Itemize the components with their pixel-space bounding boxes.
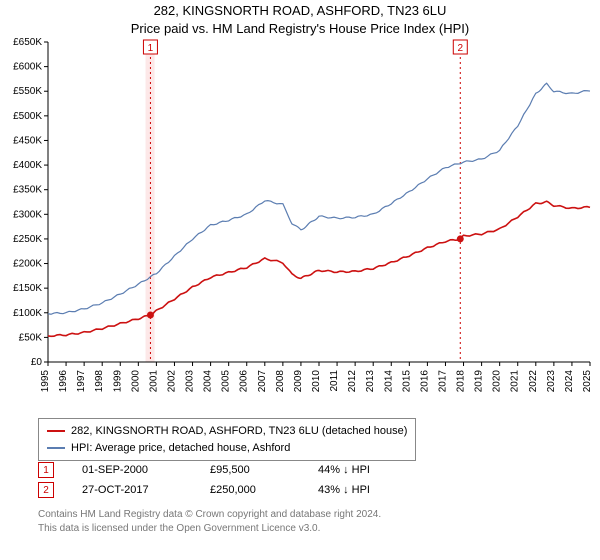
sale-number-label: 1 bbox=[148, 43, 154, 54]
title-address: 282, KINGSNORTH ROAD, ASHFORD, TN23 6LU bbox=[0, 2, 600, 20]
x-tick-label: 1997 bbox=[76, 370, 87, 393]
footer-attribution: Contains HM Land Registry data © Crown c… bbox=[38, 508, 381, 535]
y-tick-label: £100K bbox=[13, 308, 42, 319]
x-tick-label: 2001 bbox=[148, 370, 159, 393]
y-tick-label: £200K bbox=[13, 259, 42, 270]
x-tick-label: 2006 bbox=[239, 370, 250, 393]
sale-row: 2 27-OCT-2017 £250,000 43% ↓ HPI bbox=[38, 480, 370, 500]
legend-swatch bbox=[47, 447, 65, 449]
price-chart: £0 £50K £100K £150K £200K £250K £300K £350K £400… bbox=[0, 36, 600, 412]
x-tick-label: 2011 bbox=[329, 370, 340, 392]
legend-item: 282, KINGSNORTH ROAD, ASHFORD, TN23 6LU … bbox=[47, 423, 407, 440]
x-tick-label: 1996 bbox=[58, 370, 69, 393]
legend-label: 282, KINGSNORTH ROAD, ASHFORD, TN23 6LU … bbox=[71, 423, 407, 440]
sale-point-marker bbox=[147, 311, 154, 318]
x-tick-label: 2025 bbox=[582, 370, 593, 393]
x-tick-label: 1998 bbox=[94, 370, 105, 393]
sale-marker: 1 bbox=[38, 462, 54, 478]
x-tick-label: 2009 bbox=[293, 370, 304, 393]
sale-price: £250,000 bbox=[210, 484, 290, 496]
chart-title: 282, KINGSNORTH ROAD, ASHFORD, TN23 6LU … bbox=[0, 0, 600, 37]
sale-pct: 43% ↓ HPI bbox=[318, 484, 370, 496]
y-tick-label: £300K bbox=[13, 209, 42, 220]
y-tick-label: £50K bbox=[19, 332, 43, 343]
x-tick-label: 2012 bbox=[347, 370, 358, 393]
x-tick-label: 2008 bbox=[275, 370, 286, 393]
sale-point-marker bbox=[457, 235, 464, 242]
y-tick-label: £600K bbox=[13, 62, 42, 73]
y-tick-label: £550K bbox=[13, 86, 42, 97]
x-tick-label: 2004 bbox=[203, 370, 214, 393]
legend: 282, KINGSNORTH ROAD, ASHFORD, TN23 6LU … bbox=[38, 418, 416, 461]
footer-line2: This data is licensed under the Open Gov… bbox=[38, 522, 381, 536]
x-tick-label: 1995 bbox=[40, 370, 51, 393]
sale-number-label: 2 bbox=[458, 43, 464, 54]
y-tick-label: £150K bbox=[13, 283, 42, 294]
legend-label: HPI: Average price, detached house, Ashf… bbox=[71, 440, 290, 457]
sales-table: 1 01-SEP-2000 £95,500 44% ↓ HPI 2 27-OCT-2017… bbox=[38, 460, 370, 500]
y-tick-label: £250K bbox=[13, 234, 42, 245]
y-tick-label: £350K bbox=[13, 185, 42, 196]
y-tick-label: £400K bbox=[13, 160, 42, 171]
sale-marker: 2 bbox=[38, 482, 54, 498]
sale-date: 27-OCT-2017 bbox=[82, 484, 182, 496]
x-tick-label: 2017 bbox=[437, 370, 448, 393]
x-tick-label: 1999 bbox=[112, 370, 123, 393]
y-tick-label: £450K bbox=[13, 135, 42, 146]
x-tick-label: 2015 bbox=[401, 370, 412, 393]
sale-price: £95,500 bbox=[210, 464, 290, 476]
x-tick-label: 2007 bbox=[257, 370, 268, 393]
x-tick-label: 2018 bbox=[456, 370, 467, 393]
x-tick-label: 2021 bbox=[510, 370, 521, 393]
x-tick-label: 2023 bbox=[546, 370, 557, 393]
legend-item: HPI: Average price, detached house, Ashf… bbox=[47, 440, 407, 457]
sale-pct: 44% ↓ HPI bbox=[318, 464, 370, 476]
y-tick-label: £500K bbox=[13, 111, 42, 122]
x-tick-label: 2022 bbox=[528, 370, 539, 393]
sale-date: 01-SEP-2000 bbox=[82, 464, 182, 476]
x-tick-label: 2014 bbox=[383, 370, 394, 393]
x-tick-label: 2024 bbox=[564, 370, 575, 393]
x-tick-label: 2020 bbox=[492, 370, 503, 393]
x-tick-label: 2010 bbox=[311, 370, 322, 393]
y-tick-label: £0 bbox=[31, 357, 43, 368]
sale-row: 1 01-SEP-2000 £95,500 44% ↓ HPI bbox=[38, 460, 370, 480]
x-tick-label: 2019 bbox=[474, 370, 485, 393]
x-tick-label: 2000 bbox=[130, 370, 141, 393]
series-hpi bbox=[48, 83, 590, 314]
x-tick-label: 2005 bbox=[221, 370, 232, 393]
title-subtitle: Price paid vs. HM Land Registry's House … bbox=[0, 20, 600, 38]
series-property bbox=[48, 201, 590, 336]
y-tick-label: £650K bbox=[13, 37, 42, 48]
x-tick-label: 2016 bbox=[419, 370, 430, 393]
legend-swatch bbox=[47, 430, 65, 432]
x-tick-label: 2002 bbox=[166, 370, 177, 393]
x-tick-label: 2003 bbox=[185, 370, 196, 393]
x-tick-label: 2013 bbox=[365, 370, 376, 393]
footer-line1: Contains HM Land Registry data © Crown c… bbox=[38, 508, 381, 522]
